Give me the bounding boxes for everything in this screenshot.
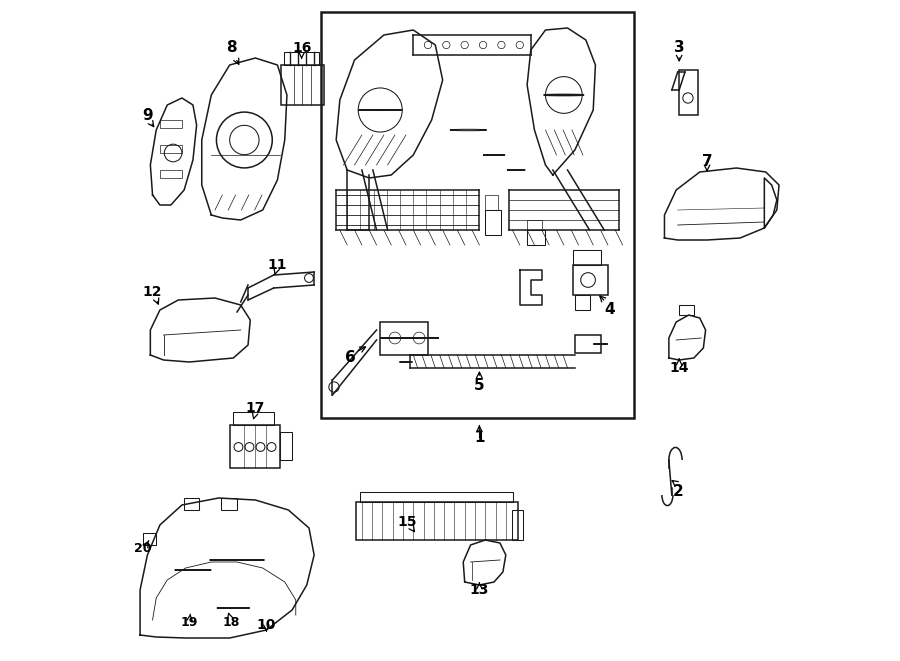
Text: 13: 13 — [470, 583, 489, 597]
Text: 5: 5 — [474, 377, 485, 393]
Bar — [527, 230, 545, 245]
Bar — [527, 220, 542, 230]
Bar — [512, 510, 524, 540]
Bar — [280, 432, 292, 460]
Bar — [380, 322, 428, 355]
Text: 18: 18 — [222, 615, 239, 629]
Text: 16: 16 — [292, 41, 311, 55]
Text: 4: 4 — [605, 303, 616, 317]
Bar — [485, 195, 498, 210]
Bar — [485, 210, 501, 235]
Bar — [356, 502, 518, 540]
Bar — [220, 498, 237, 510]
Bar — [360, 492, 513, 502]
Bar — [184, 498, 199, 510]
Polygon shape — [520, 270, 542, 305]
Bar — [230, 425, 280, 468]
Text: 11: 11 — [267, 258, 287, 272]
Text: 9: 9 — [142, 108, 153, 122]
Bar — [321, 12, 634, 418]
Bar — [573, 265, 608, 295]
Bar — [680, 70, 698, 115]
Bar — [680, 305, 694, 315]
Text: 14: 14 — [670, 361, 688, 375]
Bar — [575, 335, 600, 353]
Bar — [573, 250, 600, 265]
Bar — [284, 52, 319, 65]
Text: 10: 10 — [256, 618, 276, 632]
Text: 6: 6 — [346, 350, 356, 366]
Bar — [575, 295, 590, 310]
Bar — [143, 533, 157, 545]
Text: 17: 17 — [246, 401, 266, 415]
Text: 15: 15 — [398, 515, 418, 529]
Text: 1: 1 — [474, 430, 484, 444]
Bar — [160, 145, 182, 153]
Bar — [160, 120, 182, 128]
Text: 8: 8 — [226, 40, 237, 56]
Text: 7: 7 — [702, 155, 713, 169]
Text: 20: 20 — [134, 541, 152, 555]
Bar — [160, 170, 182, 178]
Text: 12: 12 — [143, 285, 162, 299]
Text: 19: 19 — [181, 615, 198, 629]
Bar — [233, 412, 274, 425]
Text: 3: 3 — [674, 40, 685, 56]
Text: 2: 2 — [672, 485, 683, 500]
Bar — [281, 65, 324, 105]
